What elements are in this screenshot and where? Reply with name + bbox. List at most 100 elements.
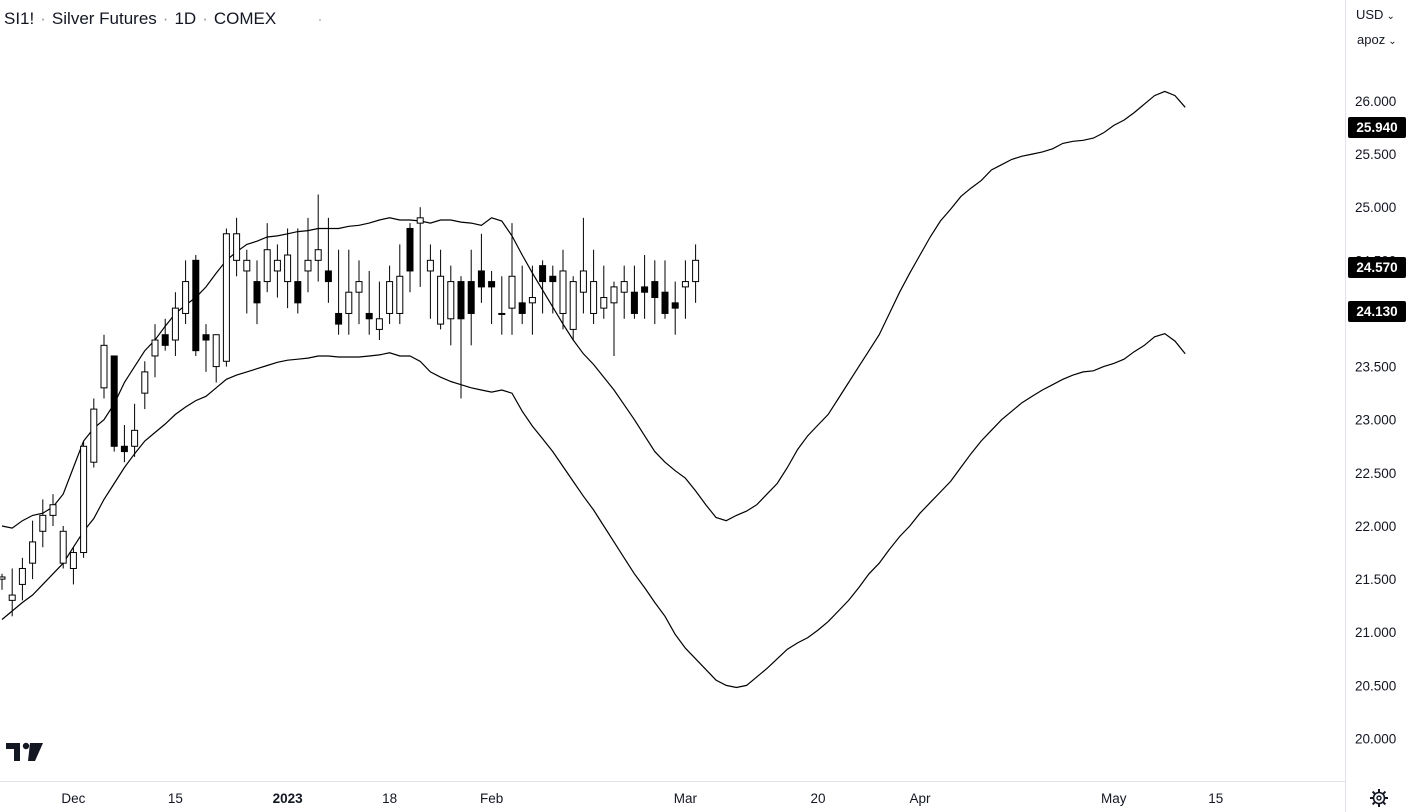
candle (324, 217, 332, 303)
candle (692, 244, 700, 303)
candle (120, 425, 128, 463)
candle (426, 244, 434, 319)
instrument-name: Silver Futures (51, 9, 157, 28)
price-tick-label: 25.000 (1355, 200, 1396, 215)
candle (355, 260, 363, 325)
time-tick-label: May (1101, 791, 1127, 806)
scale-dropdown[interactable]: apoz ⌄ (1357, 32, 1397, 47)
candle (171, 292, 179, 356)
candle (345, 249, 353, 335)
candle (651, 260, 659, 325)
time-tick-label: 20 (810, 791, 825, 806)
candle (304, 217, 312, 293)
candle (8, 568, 16, 617)
candle (681, 260, 689, 319)
candle (69, 547, 77, 585)
candle (202, 324, 210, 372)
candle (141, 361, 149, 410)
candle (661, 260, 669, 319)
price-tick-label: 21.000 (1355, 625, 1396, 640)
candle (457, 276, 465, 399)
candle (263, 223, 271, 293)
candle (641, 255, 649, 319)
candle (671, 281, 679, 335)
time-tick-label: 2023 (273, 791, 304, 806)
time-axis: Dec 15 2023 18 Feb Mar 20 Apr May 15 (61, 791, 1223, 806)
middle-band-value: 24.570 (1356, 260, 1397, 275)
candle (600, 265, 608, 319)
candle (488, 270, 496, 325)
price-tick-label: 25.500 (1355, 147, 1396, 162)
chevron-down-icon: ⌄ (1388, 36, 1397, 47)
time-tick-label: Feb (480, 791, 503, 806)
candle (233, 217, 241, 277)
candle (39, 499, 47, 548)
gear-icon[interactable] (1369, 788, 1389, 808)
candle (375, 281, 383, 341)
last-price-label: 24.130 (1348, 301, 1406, 322)
upper-band-value: 25.940 (1356, 120, 1397, 135)
candle (549, 265, 557, 314)
price-tick-label: 22.000 (1355, 519, 1396, 534)
time-tick-label: Mar (674, 791, 698, 806)
time-tick-label: 18 (382, 791, 397, 806)
price-tick-label: 22.500 (1355, 466, 1396, 481)
price-axis: 26.00025.50025.00024.50024.00023.50023.0… (1355, 94, 1396, 747)
candle (477, 233, 485, 303)
currency-dropdown[interactable]: USD ⌄ (1356, 7, 1395, 22)
candle (131, 403, 139, 457)
interval-label: 1D (174, 9, 197, 28)
candle (151, 324, 159, 378)
time-tick-label: 15 (1208, 791, 1223, 806)
price-tick-label: 26.000 (1355, 94, 1396, 109)
candle (29, 520, 37, 580)
candle (18, 557, 26, 601)
candle (294, 228, 302, 314)
tradingview-logo-icon[interactable] (6, 741, 44, 763)
price-tick-label: 23.000 (1355, 413, 1396, 428)
price-tick-label: 21.500 (1355, 572, 1396, 587)
candle (253, 260, 261, 325)
time-tick-label: 15 (168, 791, 183, 806)
candle (90, 398, 98, 468)
candle (0, 573, 6, 590)
price-tick-label: 23.500 (1355, 360, 1396, 375)
candle (192, 255, 200, 356)
last-price-value: 24.130 (1356, 304, 1397, 319)
candle (80, 440, 88, 558)
price-tick-label: 20.000 (1355, 731, 1396, 746)
candle (273, 244, 281, 298)
candle (406, 223, 414, 293)
candle (212, 334, 220, 383)
candle (416, 207, 424, 287)
candle (386, 265, 394, 325)
candle (335, 249, 343, 335)
candle (49, 494, 57, 526)
candles-layer (0, 194, 700, 617)
candle (59, 525, 67, 569)
middle-band-price-label: 24.570 (1348, 257, 1406, 278)
legend-more-dots-icon[interactable] (316, 16, 324, 24)
chart-title[interactable]: SI1! · Silver Futures · 1D · COMEX (4, 9, 277, 28)
candle (447, 265, 455, 346)
upper-band-price-label: 25.940 (1348, 117, 1406, 138)
candle (518, 265, 526, 325)
candle (539, 260, 547, 314)
candle (182, 260, 190, 325)
exchange-label: COMEX (213, 9, 277, 28)
time-tick-label: Apr (909, 791, 931, 806)
candle (569, 276, 577, 341)
candle (437, 249, 445, 330)
candle (590, 249, 598, 325)
candle (498, 276, 506, 335)
candle (396, 244, 404, 325)
candle (110, 355, 118, 452)
price-labels: 25.940 24.570 24.130 (1348, 117, 1406, 322)
candle (620, 265, 628, 319)
price-tick-label: 20.500 (1355, 678, 1396, 693)
candle (528, 265, 536, 335)
candle (630, 265, 638, 319)
candle (100, 334, 108, 399)
candle (559, 249, 567, 330)
